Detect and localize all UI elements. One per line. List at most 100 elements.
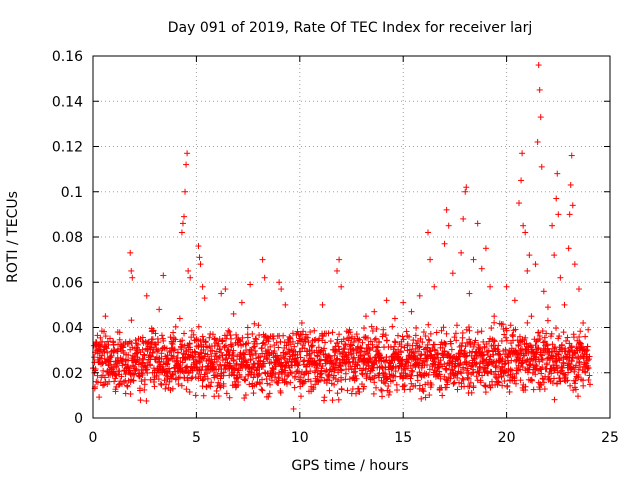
baseline-point [181, 375, 188, 382]
data-point [400, 299, 407, 306]
data-point [567, 181, 574, 188]
baseline-point [174, 349, 181, 356]
data-point [327, 338, 334, 345]
data-point [182, 188, 189, 195]
baseline-point [158, 332, 165, 339]
baseline-point [128, 339, 135, 346]
data-point [416, 292, 423, 299]
baseline-point [439, 392, 446, 399]
baseline-point [203, 357, 210, 364]
baseline-point [96, 394, 103, 401]
baseline-point [251, 320, 258, 327]
baseline-point [181, 342, 188, 349]
baseline-point [553, 325, 560, 332]
baseline-point [223, 390, 230, 397]
data-point [453, 322, 460, 329]
baseline-point [335, 396, 342, 403]
data-point [156, 306, 163, 313]
data-point [524, 267, 531, 274]
baseline-point [258, 386, 265, 393]
data-point [551, 252, 558, 259]
baseline-point [99, 382, 106, 389]
data-point [201, 295, 208, 302]
data-point [184, 150, 191, 157]
baseline-point [199, 363, 206, 370]
baseline-point [141, 376, 148, 383]
baseline-point [152, 330, 159, 337]
baseline-point [300, 328, 307, 335]
baseline-point [172, 336, 179, 343]
data-point [554, 170, 561, 177]
baseline-point [551, 396, 558, 403]
baseline-point [183, 386, 190, 393]
x-tick-label: 15 [394, 430, 412, 446]
baseline-point [287, 379, 294, 386]
baseline-point [207, 383, 214, 390]
baseline-point [161, 344, 168, 351]
baseline-point [408, 372, 415, 379]
baseline-point [582, 333, 589, 340]
baseline-point [93, 378, 100, 385]
data-point [569, 202, 576, 209]
x-tick-label: 0 [89, 430, 98, 446]
baseline-point [116, 336, 123, 343]
baseline-point [389, 323, 396, 330]
data-point [128, 267, 135, 274]
x-tick-label: 10 [291, 430, 309, 446]
baseline-point [468, 389, 475, 396]
baseline-point [524, 319, 531, 326]
baseline-point [147, 376, 154, 383]
baseline-point [338, 385, 345, 392]
baseline-point [95, 346, 102, 353]
baseline-point [544, 317, 551, 324]
baseline-point [158, 381, 165, 388]
data-point [474, 220, 481, 227]
baseline-point [370, 390, 377, 397]
baseline-point [336, 331, 343, 338]
x-axis-label: GPS time / hours [291, 458, 408, 474]
baseline-point [163, 381, 170, 388]
baseline-point [139, 334, 146, 341]
baseline-point [170, 329, 177, 336]
data-point [528, 313, 535, 320]
baseline-point [488, 325, 495, 332]
baseline-point [126, 367, 133, 374]
baseline-point [391, 343, 398, 350]
baseline-point [381, 358, 388, 365]
data-point [580, 319, 587, 326]
baseline-point [403, 328, 410, 335]
baseline-point [297, 348, 304, 355]
baseline-point [142, 363, 149, 370]
data-point [441, 240, 448, 247]
y-tick-label: 0 [74, 411, 83, 427]
baseline-point [199, 383, 206, 390]
baseline-point [162, 385, 169, 392]
data-point [230, 310, 237, 317]
baseline-point [98, 352, 105, 359]
baseline-point [470, 384, 477, 391]
data-point [458, 249, 465, 256]
baseline-point [106, 378, 113, 385]
baseline-point [252, 335, 259, 342]
baseline-point [99, 338, 106, 345]
data-point [553, 195, 560, 202]
baseline-point [211, 336, 218, 343]
chart-title: Day 091 of 2019, Rate Of TEC Index for r… [168, 20, 533, 36]
baseline-point [184, 377, 191, 384]
baseline-point [101, 328, 108, 335]
baseline-point [176, 374, 183, 381]
baseline-point [164, 370, 171, 377]
data-point [319, 301, 326, 308]
baseline-point [585, 326, 592, 333]
baseline-point [496, 351, 503, 358]
baseline-point [188, 375, 195, 382]
baseline-point [478, 328, 485, 335]
data-point [176, 315, 183, 322]
data-point [566, 211, 573, 218]
axis-ticks: 0 0.02 0.04 0.06 0.08 0.1 0.12 0.14 0.16 0 5 10 15 20… [52, 49, 619, 446]
baseline-point [391, 338, 398, 345]
data-point [259, 256, 266, 263]
data-point [247, 281, 254, 288]
baseline-point [280, 332, 287, 339]
